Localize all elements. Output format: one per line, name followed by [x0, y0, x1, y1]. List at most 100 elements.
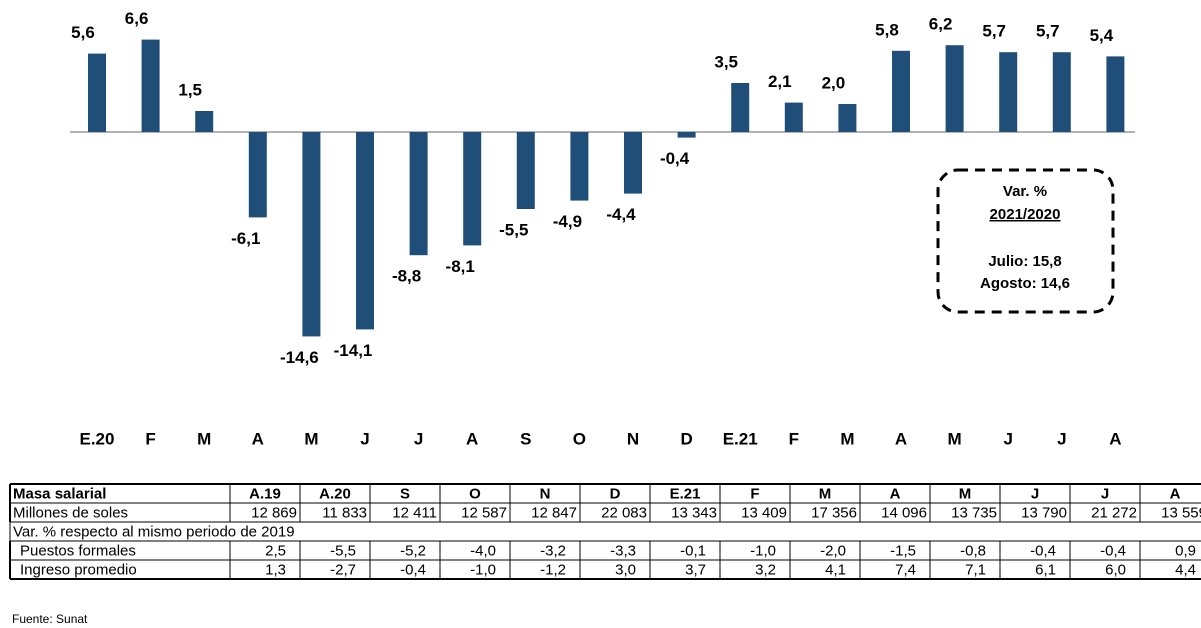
bar	[356, 132, 374, 330]
table-cell: 3,7	[685, 561, 706, 578]
value-label: 6,6	[125, 9, 149, 28]
table-cell: 13 343	[671, 504, 717, 521]
bar	[1106, 56, 1125, 132]
x-tick-label: A	[466, 429, 478, 448]
bar	[677, 132, 696, 138]
table-cell: 12 869	[251, 504, 297, 521]
table-header: O	[469, 485, 481, 502]
table-cell: 7,1	[965, 561, 986, 578]
table-cell: 3,2	[755, 561, 776, 578]
value-label: -4,9	[553, 212, 582, 231]
x-tick-label: S	[520, 429, 531, 448]
table-cell: -3,2	[540, 542, 566, 559]
table-header: A	[890, 485, 901, 502]
source: Fuente: Sunat	[12, 612, 88, 626]
table-cell: -5,2	[400, 542, 426, 559]
table-cell: -1,5	[890, 542, 916, 559]
table-cell: Var. % respecto al mismo periodo de 2019	[13, 523, 295, 540]
table-header: M	[959, 485, 972, 502]
bar	[945, 45, 964, 133]
value-label: -5,5	[499, 220, 528, 239]
bar	[516, 132, 535, 209]
bar	[141, 39, 160, 132]
table-header: M	[819, 485, 832, 502]
table-cell: 14 096	[881, 504, 927, 521]
table-cell: 13 735	[951, 504, 997, 521]
value-label: 3,5	[714, 52, 738, 71]
table-cell: 12 411	[392, 504, 437, 521]
table-cell: Ingreso promedio	[20, 561, 137, 578]
bar	[409, 132, 428, 256]
value-label: 1,5	[178, 80, 202, 99]
table-header: N	[540, 485, 551, 502]
table-cell: 22 083	[601, 504, 647, 521]
x-tick-label: M	[197, 429, 211, 448]
table-cell: Puestos formales	[20, 542, 136, 559]
table-header: D	[610, 485, 621, 502]
bar	[88, 53, 106, 132]
x-tick-label: A	[252, 429, 264, 448]
x-tick-label: J	[360, 429, 369, 448]
x-tick-label: E.20	[80, 429, 115, 448]
table-cell: -0,1	[680, 542, 706, 559]
table-header: A.20	[319, 485, 351, 502]
x-tick-label: M	[840, 429, 854, 448]
table-header: Masa salarial	[13, 485, 106, 502]
annotation: Var. %	[1003, 183, 1047, 200]
value-label: -4,4	[606, 205, 636, 224]
x-tick-label: M	[304, 429, 318, 448]
table-cell: -2,0	[820, 542, 846, 559]
table-cell: 17 356	[811, 504, 857, 521]
x-tick-label: F	[145, 429, 155, 448]
value-label: -14,1	[334, 341, 373, 360]
annotation-box	[936, 168, 1115, 314]
table-cell: -0,4	[1100, 542, 1126, 559]
bar	[302, 132, 321, 337]
value-label: -14,6	[280, 348, 319, 367]
x-tick-label: D	[680, 429, 692, 448]
table-cell: -0,8	[960, 542, 986, 559]
table-header: A.19	[249, 485, 281, 502]
annotation: Agosto: 14,6	[980, 275, 1070, 292]
bar	[248, 132, 267, 218]
table-cell: 1,3	[265, 561, 286, 578]
table-cell: -1,0	[470, 561, 496, 578]
value-label: 5,7	[982, 22, 1006, 41]
x-tick-label: E.21	[723, 429, 758, 448]
value-label: 2,1	[768, 72, 792, 91]
table-cell: 2,5	[265, 542, 286, 559]
table-cell: 3,0	[615, 561, 636, 578]
table-cell: 4,4	[1175, 561, 1196, 578]
value-label: 2,0	[822, 73, 846, 92]
table-header: S	[400, 485, 410, 502]
value-label: -8,1	[446, 257, 475, 276]
x-tick-label: J	[414, 429, 423, 448]
value-label: 5,4	[1090, 26, 1114, 45]
table-cell: 13 790	[1021, 504, 1067, 521]
value-label: -0,4	[660, 149, 690, 168]
table-header: J	[1101, 485, 1109, 502]
table-cell: 13 559	[1161, 504, 1201, 521]
value-label: 6,2	[929, 15, 953, 34]
bar	[463, 132, 482, 246]
table-cell: 6,1	[1035, 561, 1056, 578]
x-tick-label: A	[895, 429, 907, 448]
x-tick-label: J	[1057, 429, 1066, 448]
table-cell: -4,0	[470, 542, 496, 559]
table-cell: -1,2	[540, 561, 566, 578]
table-header: A	[1170, 485, 1181, 502]
x-tick-label: F	[789, 429, 799, 448]
table-header: J	[1031, 485, 1039, 502]
bar	[570, 132, 589, 201]
value-label: 5,6	[71, 23, 95, 42]
bar	[624, 132, 642, 194]
table-cell: -2,7	[330, 561, 356, 578]
table-header: E.21	[670, 485, 701, 502]
annotation: 2021/2020	[990, 206, 1061, 223]
table-cell: -0,4	[1030, 542, 1056, 559]
value-label: 5,8	[875, 20, 899, 39]
annotation: Julio: 15,8	[988, 253, 1061, 270]
x-tick-label: M	[948, 429, 962, 448]
bar	[784, 102, 803, 132]
